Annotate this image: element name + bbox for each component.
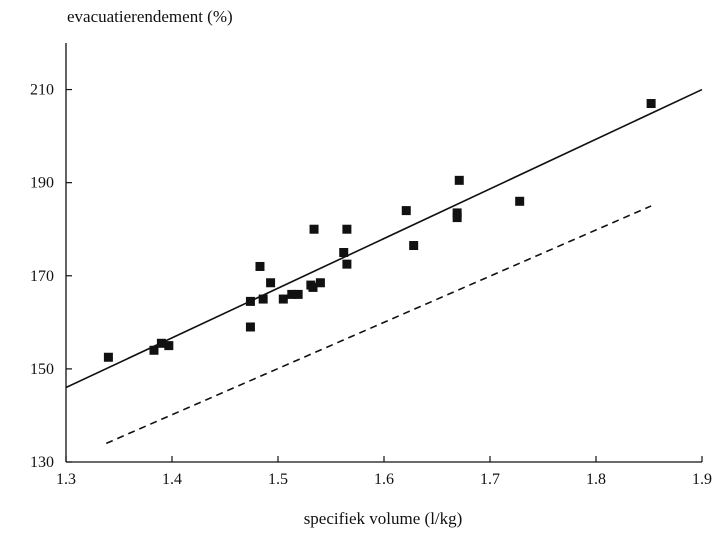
x-tick-label: 1.8 (586, 471, 606, 488)
data-points (103, 99, 656, 362)
data-point (156, 338, 166, 348)
data-point (315, 278, 325, 288)
data-point (342, 259, 352, 269)
data-point (452, 208, 462, 218)
data-point (287, 289, 297, 299)
axis-ticks: 1.3 1.4 1.5 1.6 1.7 1.8 1.9 130 150 170 190 210 (30, 82, 712, 488)
x-tick-label: 1.5 (268, 471, 288, 488)
data-point (454, 175, 464, 185)
y-tick-label: 210 (30, 82, 54, 99)
data-point (309, 224, 319, 234)
data-point (255, 261, 265, 271)
y-tick-label: 170 (30, 268, 54, 285)
data-point (342, 224, 352, 234)
x-tick-label: 1.4 (162, 471, 182, 488)
y-tick-label: 150 (30, 361, 54, 378)
data-point (401, 206, 411, 216)
data-point (245, 296, 255, 306)
fit-lines (65, 88, 703, 445)
x-tick-label: 1.3 (56, 471, 76, 488)
x-tick-label: 1.6 (374, 471, 394, 488)
data-point (266, 278, 276, 288)
data-point (258, 294, 268, 304)
data-point (103, 352, 113, 362)
x-tick-label: 1.9 (692, 471, 712, 488)
data-point (409, 241, 419, 251)
data-point (164, 341, 174, 351)
data-point (452, 213, 462, 223)
data-point (278, 294, 288, 304)
y-tick-label: 190 (30, 175, 54, 192)
data-point (149, 345, 159, 355)
data-point (646, 99, 656, 109)
y-axis-title: evacuatierendement (%) (67, 7, 233, 26)
dashed-reference-line (105, 205, 652, 445)
data-point (515, 196, 525, 206)
data-point (245, 322, 255, 332)
regression-line (65, 88, 703, 389)
data-point (339, 248, 349, 257)
x-tick-label: 1.7 (480, 471, 500, 488)
data-point (308, 282, 318, 292)
y-tick-label: 130 (30, 454, 54, 471)
x-axis-title: specifiek volume (l/kg) (304, 509, 463, 528)
data-point (293, 289, 303, 299)
